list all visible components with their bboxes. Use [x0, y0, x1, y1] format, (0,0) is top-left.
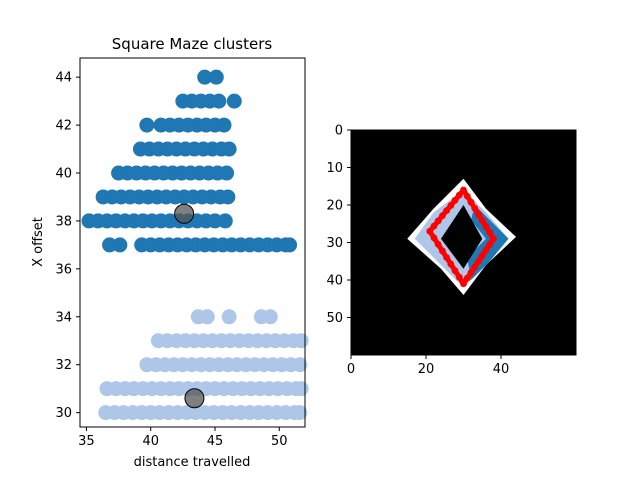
outline-point: [486, 229, 494, 237]
y-tick-label: 32: [55, 358, 72, 373]
image-x-tick-label: 20: [418, 362, 435, 377]
image-y-tick-label: 30: [326, 236, 343, 251]
scatter-point: [207, 213, 223, 229]
outline-point: [463, 192, 471, 200]
scatter-point: [282, 237, 298, 253]
y-tick-label: 34: [55, 310, 72, 325]
outline-point: [490, 235, 497, 243]
x-tick-label: 40: [142, 434, 159, 449]
outline-point: [486, 240, 494, 248]
plot-frame: [79, 57, 306, 428]
blob-hole: [441, 205, 483, 269]
y-tick-label: 42: [55, 119, 72, 134]
outline-point: [463, 274, 471, 282]
scatter-panel: Square Maze clusters 35 40 45 50 30 32 34 36 38…: [31, 35, 309, 470]
outline-point: [471, 204, 479, 212]
outline-point: [430, 222, 438, 230]
scatter-point: [208, 69, 224, 85]
outline-point: [443, 207, 451, 215]
scatter-point: [292, 357, 308, 373]
scatter-point: [112, 237, 128, 253]
scatter-point: [293, 333, 309, 349]
outline-point: [455, 273, 463, 281]
scatter-point: [292, 405, 308, 421]
outline-point: [455, 191, 463, 199]
x-axis-ticks: 35 40 45 50: [78, 427, 288, 449]
centroid-marker: [184, 388, 205, 409]
outline-point: [439, 247, 446, 255]
scatter-point: [221, 309, 237, 325]
scatter-point: [262, 309, 278, 325]
scatter-point: [293, 381, 309, 397]
image-y-tick-label: 50: [326, 311, 343, 326]
scatter-point: [226, 93, 242, 109]
image-y-tick-label: 20: [326, 199, 343, 214]
image-y-ticks: 0 10 20 30 40 50: [326, 124, 351, 326]
image-y-tick-label: 10: [326, 161, 343, 176]
outline-point: [451, 196, 459, 204]
outline-point: [482, 223, 490, 230]
scatter-point: [217, 213, 233, 229]
scatter-point: [216, 117, 232, 133]
image-y-tick-label: 0: [335, 124, 343, 139]
image-y-tick-label: 40: [326, 274, 343, 289]
scatter-point: [220, 189, 236, 205]
outline-point: [430, 234, 438, 242]
x-tick-label: 45: [207, 434, 224, 449]
scatter-point: [221, 141, 237, 157]
outline-point: [467, 198, 475, 206]
y-tick-label: 44: [55, 71, 72, 86]
outline-point: [478, 217, 486, 224]
outline-point: [482, 246, 490, 254]
outline-point: [475, 210, 482, 218]
chart-title: Square Maze clusters: [112, 35, 273, 53]
y-tick-label: 40: [55, 167, 72, 182]
y-tick-label: 38: [55, 214, 72, 229]
red-diamond-outline: [426, 186, 497, 288]
outline-point: [447, 202, 455, 209]
scatter-points: [81, 69, 309, 421]
outline-point: [439, 212, 446, 220]
x-tick-label: 35: [78, 434, 95, 449]
outline-point: [475, 257, 482, 265]
image-panel: 0 20 40 0 10 20 30 40 50: [326, 124, 577, 377]
scatter-point: [197, 69, 213, 85]
y-tick-label: 36: [55, 262, 72, 277]
outline-point: [434, 240, 442, 248]
outline-point: [467, 269, 475, 276]
centroid-marker: [174, 203, 195, 224]
outline-point: [478, 252, 486, 260]
outline-point: [447, 260, 455, 268]
outline-point: [443, 254, 451, 261]
centroid-markers: [174, 203, 205, 409]
x-axis-label: distance travelled: [134, 455, 251, 470]
scatter-point: [219, 165, 235, 181]
scatter-point: [102, 237, 118, 253]
scatter-point: [211, 93, 227, 109]
image-x-tick-label: 40: [493, 362, 510, 377]
y-tick-label: 30: [55, 406, 72, 421]
x-tick-label: 50: [271, 434, 288, 449]
scatter-point: [139, 117, 155, 133]
y-axis-label: X offset: [31, 217, 46, 267]
scatter-point: [199, 309, 215, 325]
outline-point: [460, 280, 467, 288]
outline-point: [426, 227, 434, 235]
image-x-tick-label: 0: [347, 362, 355, 377]
outline-point: [471, 263, 479, 271]
y-axis-ticks: 30 32 34 36 38 40 42 44: [55, 71, 80, 421]
outline-point: [460, 186, 467, 194]
outline-point: [451, 267, 459, 275]
image-x-ticks: 0 20 40: [347, 355, 509, 377]
outline-point: [434, 217, 442, 225]
